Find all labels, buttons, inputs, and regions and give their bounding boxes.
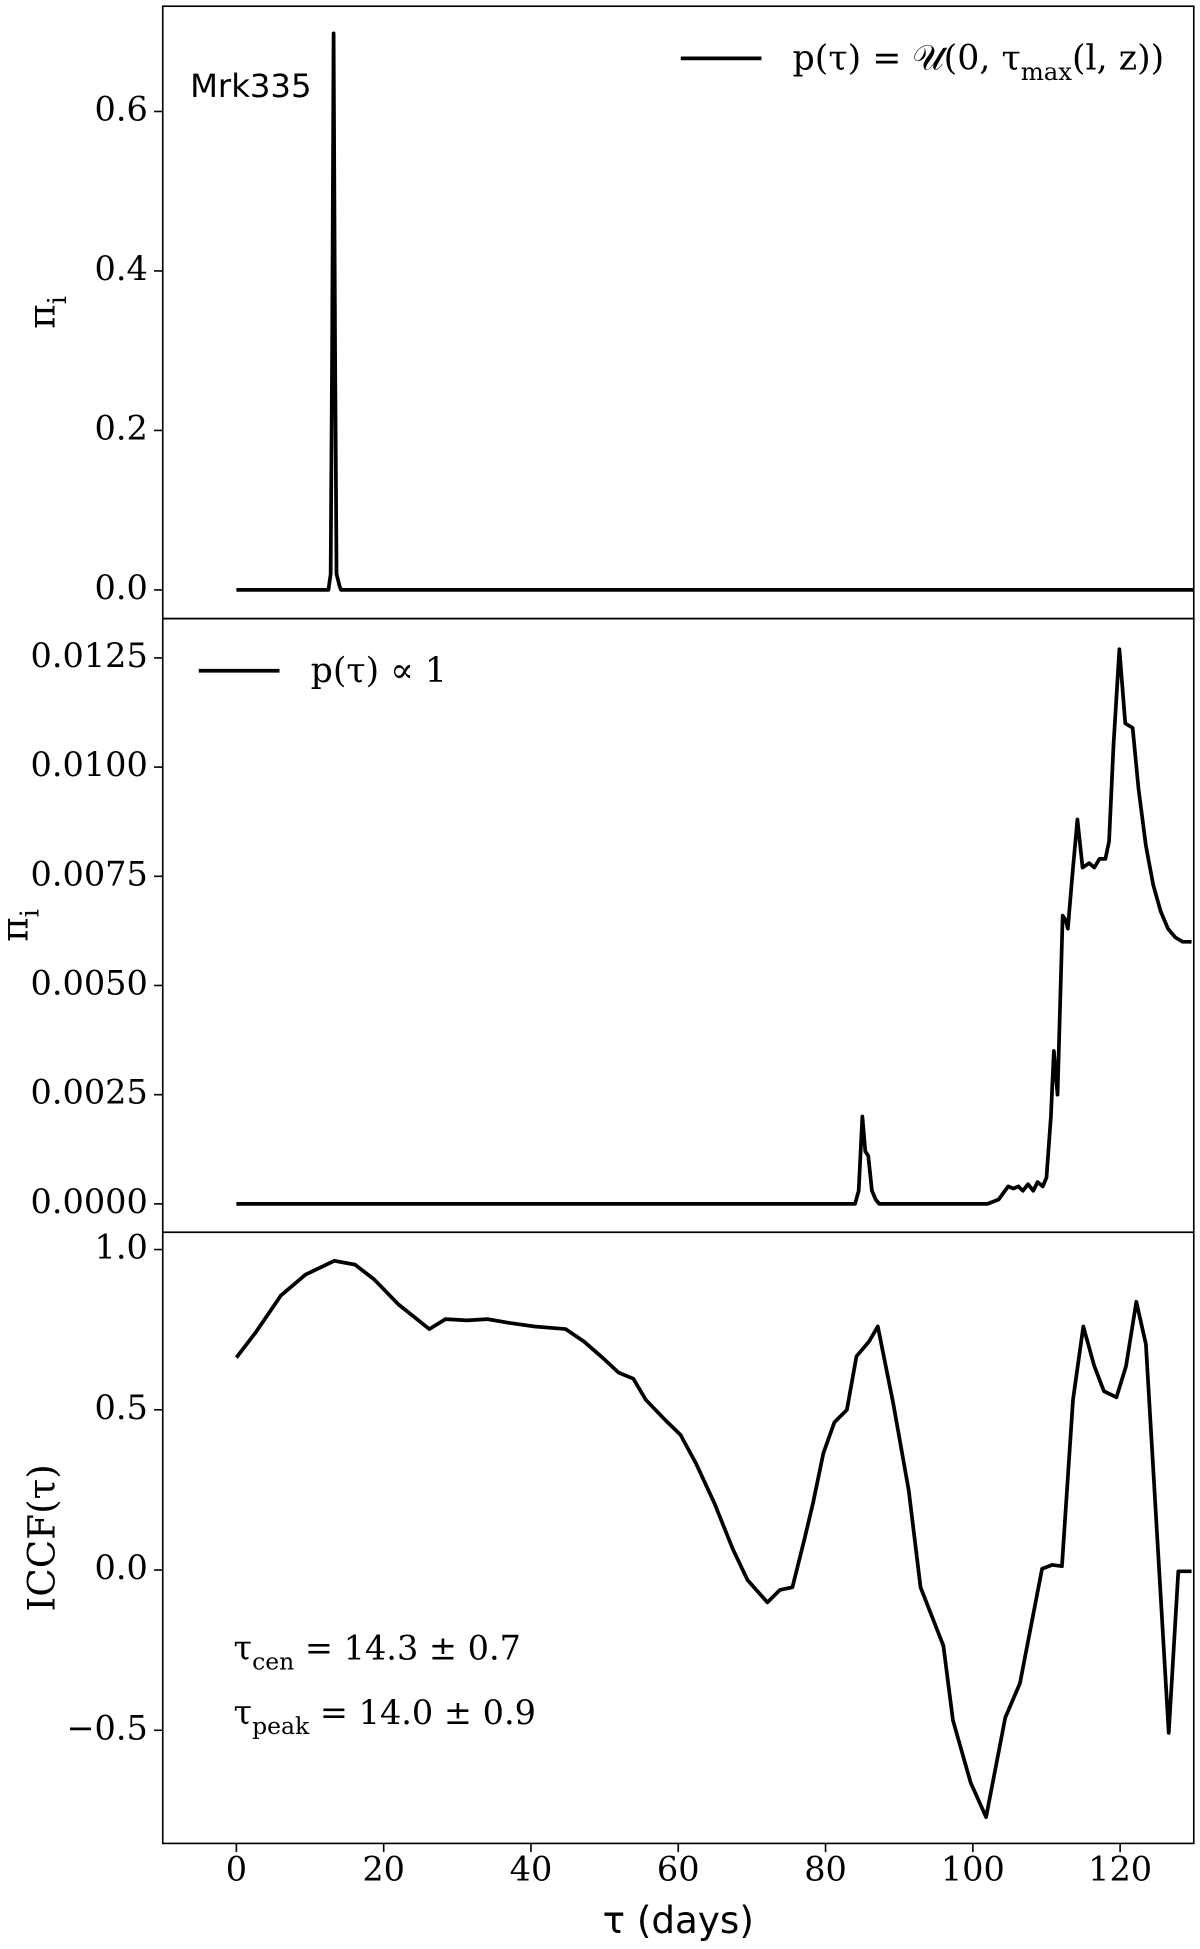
text-part: τ bbox=[234, 1629, 253, 1668]
text-part: = 14.0 ± 0.9 bbox=[309, 1693, 536, 1732]
text-part: p(τ) ∝ 1 bbox=[311, 651, 447, 691]
y-axis-label: πi bbox=[20, 296, 73, 329]
y-axis-label: πi bbox=[0, 909, 46, 942]
x-tick-label: 0 bbox=[226, 1850, 247, 1889]
x-tick-label: 60 bbox=[657, 1850, 700, 1889]
y-tick-label: 0.0075 bbox=[31, 854, 148, 893]
plot-frame bbox=[161, 1231, 1195, 1845]
subscript: max bbox=[1021, 57, 1073, 86]
y-axis-label: ICCF(τ) bbox=[20, 1464, 64, 1611]
subscript: peak bbox=[252, 1712, 310, 1740]
annotation: Mrk335 bbox=[190, 67, 311, 105]
y-tick-label: 0.0 bbox=[95, 1548, 148, 1587]
y-tick-label: 0.0100 bbox=[31, 745, 148, 784]
subscript: cen bbox=[252, 1648, 294, 1676]
y-tick-label: −0.5 bbox=[66, 1708, 147, 1747]
y-tick-label: 0.0000 bbox=[31, 1182, 148, 1221]
data-line bbox=[236, 31, 1194, 592]
text-part: p(τ) = 𝒰(0, τ bbox=[793, 39, 1021, 79]
y-tick-label: 0.6 bbox=[95, 89, 148, 128]
x-tick-label: 20 bbox=[362, 1850, 405, 1889]
legend-label: p(τ) = 𝒰(0, τmax(l, z)) bbox=[793, 39, 1165, 86]
x-axis-label: τ (days) bbox=[603, 1898, 754, 1942]
y-tick-label: 0.0125 bbox=[31, 636, 148, 675]
text-part: π bbox=[20, 304, 64, 328]
x-tick-label: 120 bbox=[1088, 1850, 1152, 1889]
y-tick-label: 0.2 bbox=[95, 408, 148, 447]
x-tick-label: 80 bbox=[804, 1850, 847, 1889]
text-part: (l, z)) bbox=[1072, 39, 1164, 79]
y-tick-label: 0.0 bbox=[95, 568, 148, 607]
x-tick-label: 40 bbox=[510, 1850, 553, 1889]
text-part: τ bbox=[234, 1693, 253, 1732]
annotation: τcen = 14.3 ± 0.7 bbox=[234, 1629, 521, 1676]
annotation: τpeak = 14.0 ± 0.9 bbox=[234, 1693, 536, 1740]
text-part: = 14.3 ± 0.7 bbox=[294, 1629, 521, 1668]
subscript: i bbox=[16, 909, 46, 917]
y-tick-label: 0.0025 bbox=[31, 1073, 148, 1112]
subscript: i bbox=[43, 296, 73, 304]
text-part: π bbox=[0, 917, 36, 941]
y-tick-label: 0.4 bbox=[95, 249, 148, 288]
x-tick-label: 100 bbox=[941, 1850, 1005, 1889]
plot-frame bbox=[161, 5, 1195, 620]
text-part: Mrk335 bbox=[190, 67, 311, 105]
text-part: ICCF(τ) bbox=[20, 1464, 64, 1611]
data-line bbox=[234, 1258, 1192, 1819]
y-tick-label: 0.5 bbox=[95, 1388, 148, 1427]
plot-frame bbox=[161, 617, 1195, 1234]
y-tick-label: 0.0050 bbox=[31, 963, 148, 1002]
legend-label: p(τ) ∝ 1 bbox=[311, 651, 447, 691]
y-tick-label: 1.0 bbox=[95, 1228, 148, 1267]
data-line bbox=[236, 647, 1192, 1206]
